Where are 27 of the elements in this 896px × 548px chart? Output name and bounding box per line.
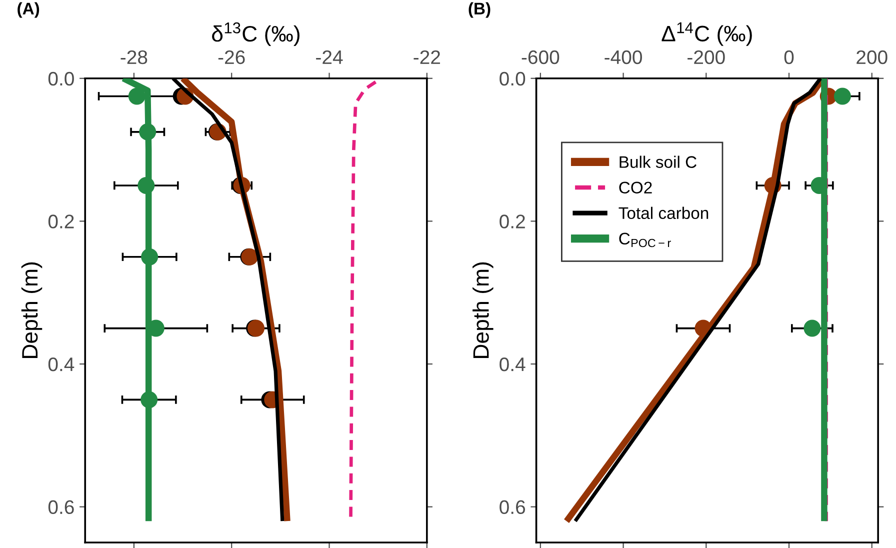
x-tick-label: -600 — [522, 50, 560, 64]
legend-label: Bulk soil C — [620, 156, 696, 168]
y-tick-label: 0.4 — [500, 357, 526, 372]
x-axis-title: δ$^{13}$C (‰) — [212, 22, 300, 46]
x-axis-title: Δ$^{14}$C (‰) — [662, 22, 752, 46]
x-tick-label: -400 — [604, 50, 642, 64]
chart-title: (A) — [18, 2, 40, 18]
x-tick-label: -28 — [120, 50, 148, 64]
y-axis-title: Depth (m) — [21, 262, 42, 358]
x-tick-label: -22 — [414, 50, 440, 64]
y-tick-label: 0.0 — [500, 72, 526, 86]
y-tick-label: 0.4 — [48, 357, 74, 372]
x-tick-label: 0 — [784, 50, 794, 64]
y-tick-label: 0.2 — [48, 214, 74, 228]
legend-label: Total carbon — [618, 206, 708, 220]
x-tick-label: -26 — [218, 50, 245, 64]
y-tick-label: 0.2 — [500, 214, 525, 228]
legend-label: C$_{POC−r}$ — [619, 232, 671, 248]
x-tick-label: -200 — [688, 50, 725, 64]
y-tick-label: 0.0 — [48, 72, 74, 86]
y-tick-label: 0.6 — [500, 500, 526, 514]
legend-label: CO2 — [619, 182, 652, 194]
x-tick-label: -24 — [316, 50, 343, 64]
y-tick-label: 0.6 — [48, 500, 74, 514]
x-tick-label: 200 — [856, 50, 888, 64]
y-axis-title: Depth (m) — [472, 262, 494, 358]
chart-title: (B) — [468, 2, 490, 18]
